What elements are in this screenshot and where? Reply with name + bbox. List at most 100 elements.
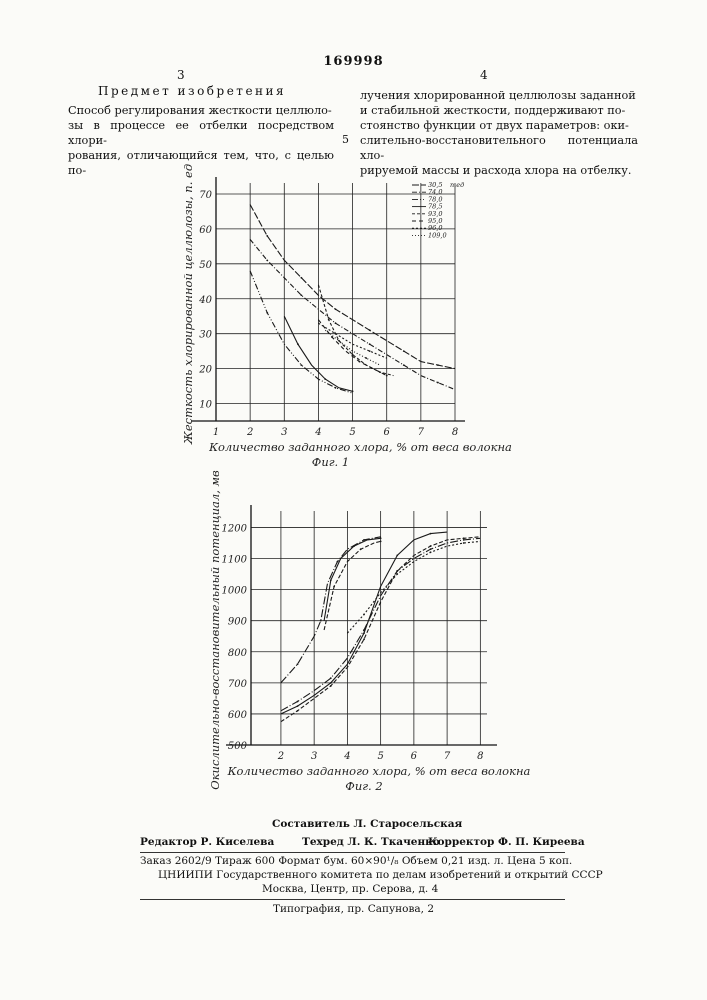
data-point <box>396 570 398 572</box>
figure-1: 1234567810203040506070Количество заданно… <box>180 175 510 465</box>
legend-entry: 109,0 <box>428 231 447 239</box>
data-point <box>300 277 302 279</box>
data-point <box>403 364 405 366</box>
claim-right-column: лучения хлорированной целлюлозы заданной… <box>360 88 638 178</box>
y-tick-label: 70 <box>199 190 212 201</box>
data-point <box>297 705 299 707</box>
x-tick-label: 5 <box>349 427 355 438</box>
right-column-number: 4 <box>480 68 488 82</box>
y-tick-label: 600 <box>228 710 248 721</box>
data-point <box>330 677 332 679</box>
y-tick-label: 500 <box>228 741 248 752</box>
imprint-compiler: Составитель Л. Старосельская <box>272 818 462 830</box>
y-tick-label: 40 <box>198 295 212 306</box>
data-point <box>338 340 340 342</box>
x-tick-label: 6 <box>411 751 418 762</box>
x-axis-label: Количество заданного хлора, % от веса во… <box>208 440 512 454</box>
claim-left-line: рования, отличающийся тем, что, с целью … <box>68 148 334 178</box>
grid <box>251 511 487 745</box>
x-tick-label: 7 <box>418 427 425 438</box>
data-point <box>300 364 302 366</box>
divider-line <box>140 852 565 853</box>
legend-unit: п.ед <box>450 181 464 189</box>
data-point <box>380 541 382 543</box>
series-line <box>324 541 381 630</box>
claim-heading: Предмет изобретения <box>98 84 286 98</box>
data-point <box>266 235 268 237</box>
data-point <box>333 586 335 588</box>
data-point <box>330 579 332 581</box>
line-number-marker: 5 <box>342 133 349 146</box>
x-tick-label: 3 <box>311 751 317 762</box>
data-point <box>359 361 361 363</box>
data-point <box>363 638 365 640</box>
data-point <box>396 573 398 575</box>
data-point <box>430 551 432 553</box>
x-tick-label: 4 <box>343 751 350 762</box>
patent-number: 169998 <box>0 54 707 69</box>
data-point <box>430 548 432 550</box>
imprint-corrector: Корректор Ф. П. Киреева <box>428 836 585 848</box>
x-tick-label: 2 <box>277 751 284 762</box>
data-point <box>330 682 332 684</box>
y-tick-label: 900 <box>228 617 248 628</box>
y-tick-label: 800 <box>228 648 248 659</box>
data-point <box>335 387 337 389</box>
data-point <box>297 701 299 703</box>
data-point <box>463 539 465 541</box>
data-point <box>266 312 268 314</box>
data-point <box>437 364 439 366</box>
data-point <box>379 371 381 373</box>
claim-left-line: зы в процессе ее отбелки посредством хло… <box>68 118 334 148</box>
data-point <box>335 308 337 310</box>
data-point <box>266 259 268 261</box>
data-point <box>335 322 337 324</box>
data-point <box>463 542 465 544</box>
data-point <box>337 561 339 563</box>
data-point <box>363 632 365 634</box>
y-tick-label: 700 <box>228 679 248 690</box>
x-tick-label: 7 <box>444 751 451 762</box>
series-line <box>324 538 381 620</box>
y-axis-label: Жесткость хлорированной целлюлозы, п. ед <box>181 164 195 445</box>
imprint-techred: Техред Л. К. Ткаченко <box>302 836 440 848</box>
figure-caption: Фиг. 2 <box>345 779 382 793</box>
data-point <box>369 350 371 352</box>
data-point <box>320 620 322 622</box>
series-line <box>250 271 353 393</box>
data-point <box>386 375 388 377</box>
data-point <box>430 545 432 547</box>
y-axis-label: Окислительно-восстановительный потенциал… <box>208 470 222 790</box>
divider-line <box>140 899 565 900</box>
data-point <box>369 329 371 331</box>
y-tick-label: 20 <box>198 365 212 376</box>
claim-left-column: Способ регулирования жесткости целлюло- … <box>68 103 334 178</box>
data-point <box>437 382 439 384</box>
data-point <box>365 357 367 359</box>
data-point <box>335 333 337 335</box>
data-point <box>430 533 432 535</box>
data-point <box>363 614 365 616</box>
x-tick-label: 3 <box>281 427 287 438</box>
imprint-printer: Типография, пр. Сапунова, 2 <box>273 903 434 915</box>
data-point <box>353 545 355 547</box>
imprint-institute: ЦНИИПИ Государственного комитета по дела… <box>158 869 603 881</box>
data-point <box>403 350 405 352</box>
claim-right-line: стоянство функции от двух параметров: ок… <box>360 118 638 133</box>
left-column-number: 3 <box>177 68 185 82</box>
data-point <box>396 555 398 557</box>
x-axis-label: Количество заданного хлора, % от веса во… <box>227 764 531 778</box>
y-tick-label: 10 <box>199 400 212 411</box>
y-tick-label: 1000 <box>222 586 248 597</box>
claim-right-line: слительно-восстановительного потенциала … <box>360 133 638 163</box>
imprint-address: Москва, Центр, пр. Серова, д. 4 <box>262 883 438 895</box>
y-tick-label: 50 <box>199 260 212 271</box>
x-tick-label: 1 <box>213 427 219 438</box>
data-point <box>463 537 465 539</box>
data-point <box>369 343 371 345</box>
data-point <box>363 539 365 541</box>
data-point <box>297 343 299 345</box>
data-point <box>328 319 330 321</box>
figure-caption: Фиг. 1 <box>312 455 349 469</box>
y-tick-label: 1100 <box>222 555 248 566</box>
